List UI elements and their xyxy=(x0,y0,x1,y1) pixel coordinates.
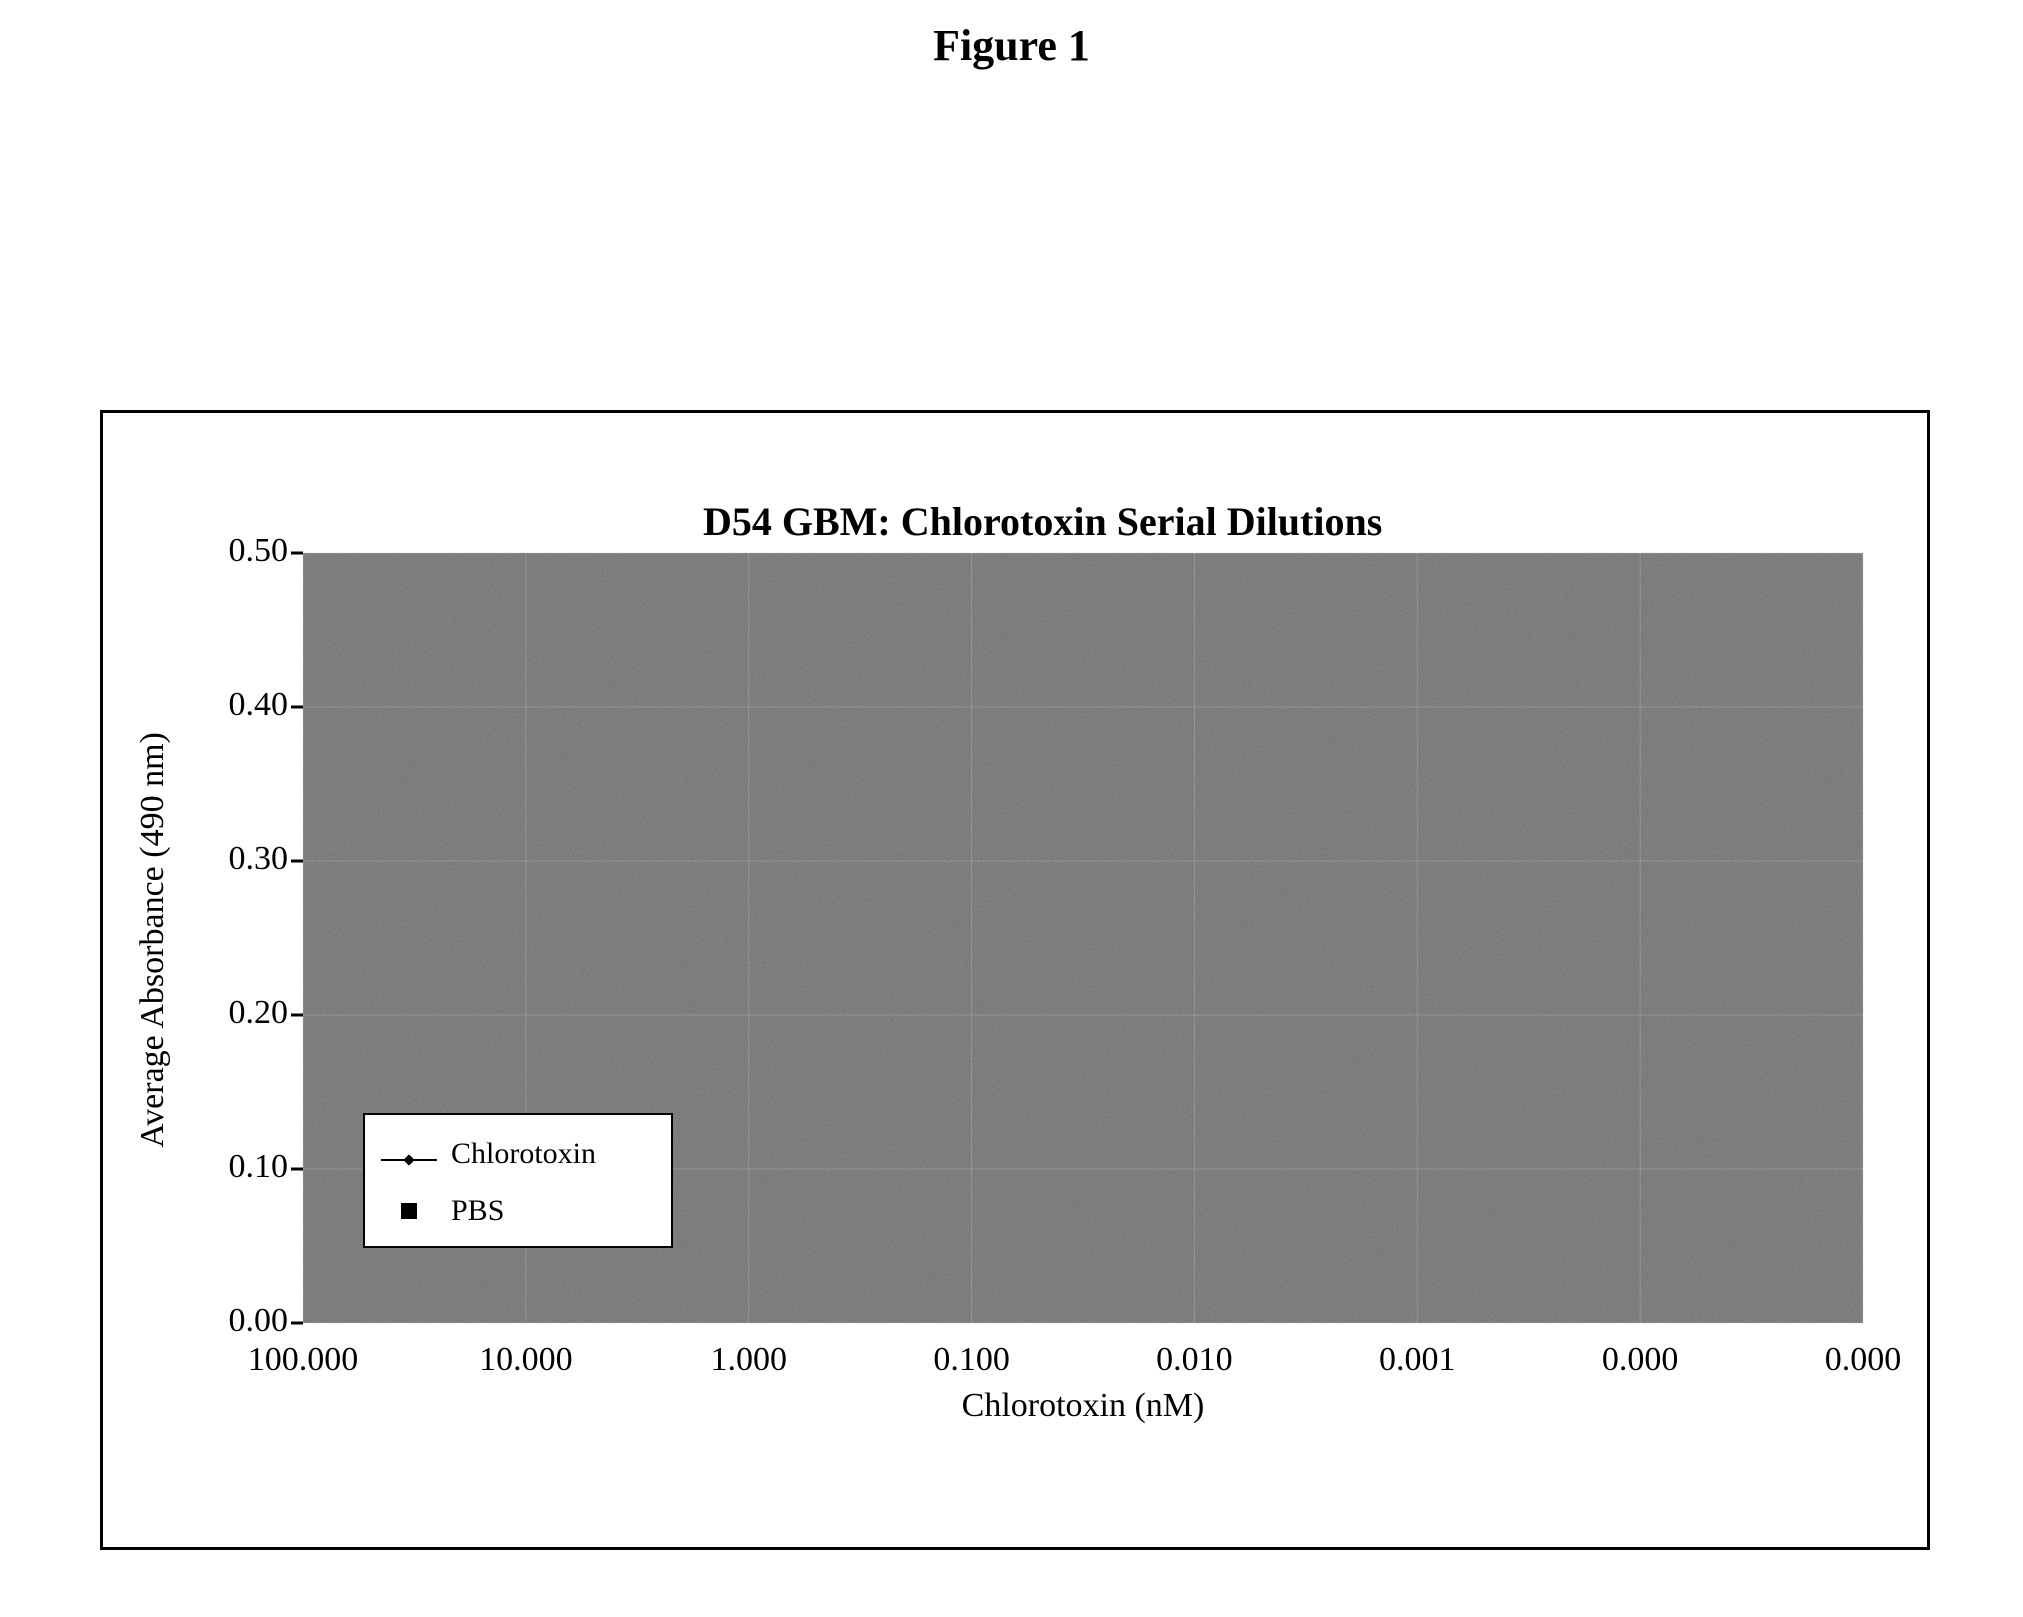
figure-caption: Figure 1 xyxy=(0,20,2023,71)
ytick-label: 0.30 xyxy=(178,840,288,878)
x-axis-label: Chlorotoxin (nM) xyxy=(303,1387,1863,1425)
square-icon xyxy=(401,1203,417,1219)
xtick-label: 1.000 xyxy=(659,1341,839,1379)
ytick-label: 0.10 xyxy=(178,1148,288,1186)
chart-panel: D54 GBM: Chlorotoxin Serial Dilutions Ch… xyxy=(100,410,1930,1550)
page: Figure 1 D54 GBM: Chlorotoxin Serial Dil… xyxy=(0,0,2023,1617)
legend-item: Chlorotoxin xyxy=(379,1125,657,1183)
xtick-label: 100.000 xyxy=(213,1341,393,1379)
plot-area: Chlorotoxin PBS xyxy=(303,553,1863,1323)
xtick-label: 0.000 xyxy=(1550,1341,1730,1379)
ytick-label: 0.50 xyxy=(178,532,288,570)
xtick-label: 0.001 xyxy=(1327,1341,1507,1379)
legend-label: Chlorotoxin xyxy=(451,1137,596,1171)
ytick-label: 0.40 xyxy=(178,686,288,724)
xtick-label: 10.000 xyxy=(436,1341,616,1379)
legend-label: PBS xyxy=(451,1194,504,1228)
xtick-label: 0.100 xyxy=(882,1341,1062,1379)
legend: Chlorotoxin PBS xyxy=(363,1113,673,1248)
xtick-label: 0.010 xyxy=(1104,1341,1284,1379)
line-icon xyxy=(379,1144,439,1164)
ytick-label: 0.00 xyxy=(178,1302,288,1340)
legend-item: PBS xyxy=(379,1183,657,1241)
chart-title: D54 GBM: Chlorotoxin Serial Dilutions xyxy=(703,498,1382,545)
y-axis-label: Average Absorbance (490 nm) xyxy=(134,555,172,1325)
xtick-label: 0.000 xyxy=(1773,1341,1953,1379)
ytick-label: 0.20 xyxy=(178,994,288,1032)
